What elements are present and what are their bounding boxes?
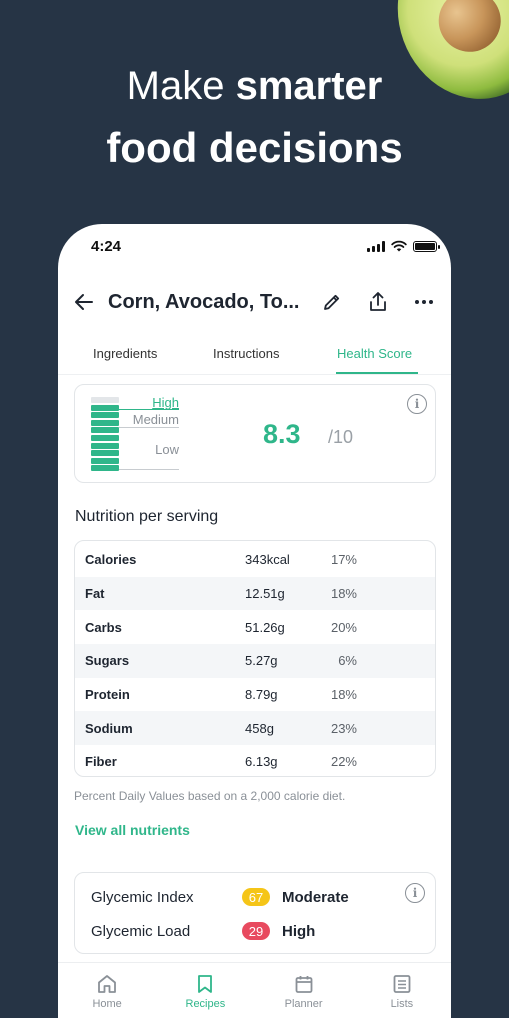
tabs-divider: [58, 374, 451, 375]
gauge-label-medium: Medium: [132, 412, 179, 427]
bookmark-icon: [198, 975, 213, 993]
nutrient-percent: 23%: [330, 720, 357, 736]
phone-screen: 4:24 Corn, Avocado, To...: [58, 224, 451, 1018]
tab-planner-label: Planner: [284, 998, 323, 1010]
health-score-max: /10: [328, 427, 354, 447]
list-icon: [393, 975, 411, 993]
glycemic-card: Glycemic Index 67 Moderate Glycemic Load…: [74, 872, 436, 954]
glycemic-load-label: Glycemic Load: [91, 922, 191, 940]
nutrient-name: Fiber: [85, 754, 117, 770]
nutrient-percent: 18%: [330, 687, 357, 703]
nutrition-row: Protein 8.79g 18%: [75, 678, 435, 712]
headline-bold-text: smarter: [235, 64, 383, 108]
nutrient-name: Carbs: [85, 619, 122, 635]
nutrition-title: Nutrition per serving: [75, 508, 219, 525]
gauge-label-low: Low: [155, 442, 179, 457]
nutrient-value: 8.79g: [245, 687, 278, 703]
headline-line-1: Make smarter: [0, 60, 509, 112]
status-time: 4:24: [91, 237, 122, 255]
tab-lists-label: Lists: [390, 998, 414, 1010]
pencil-icon: [324, 294, 340, 310]
nutrient-name: Sugars: [85, 653, 130, 669]
nutrient-name: Protein: [85, 687, 130, 703]
tab-health-score[interactable]: Health Score: [337, 346, 413, 361]
tab-ingredients[interactable]: Ingredients: [93, 346, 158, 361]
view-all-nutrients-link[interactable]: View all nutrients: [75, 822, 190, 838]
status-bar: 4:24: [58, 224, 451, 268]
bottom-tab-bar: Home Recipes Planner Lists: [58, 962, 451, 1018]
nutrient-percent: 6%: [338, 653, 357, 669]
wifi-icon: [391, 240, 407, 252]
tab-planner[interactable]: Planner: [255, 963, 353, 1018]
headline-light-text: Make: [126, 64, 225, 108]
health-score-gauge: [91, 397, 119, 473]
recipe-title: Corn, Avocado, To...: [108, 290, 300, 313]
status-icons: [367, 240, 440, 252]
nutrient-percent: 17%: [330, 552, 357, 568]
nutrient-value: 6.13g: [245, 754, 278, 770]
nutrient-value: 343kcal: [245, 552, 290, 568]
glycemic-load-badge: 29: [242, 922, 270, 940]
back-button[interactable]: [72, 290, 96, 314]
gauge-label-high: High: [152, 395, 179, 410]
edit-button[interactable]: [320, 290, 344, 314]
daily-values-footnote: Percent Daily Values based on a 2,000 ca…: [74, 789, 346, 803]
tab-home-label: Home: [92, 998, 122, 1010]
glycemic-load-text: High: [282, 922, 316, 940]
headline: Make smarter food decisions: [0, 60, 509, 178]
recipe-header: Corn, Avocado, To...: [58, 282, 451, 322]
glycemic-index-text: Moderate: [282, 888, 349, 906]
nutrition-row: Calories 343kcal 17%: [75, 543, 435, 577]
glycemic-index-row: Glycemic Index 67 Moderate: [91, 885, 349, 909]
nutrition-row: Fiber 6.13g 22%: [75, 745, 435, 779]
nutrient-value: 51.26g: [245, 619, 285, 635]
tab-recipes-label: Recipes: [185, 998, 226, 1010]
nutrient-value: 5.27g: [245, 653, 278, 669]
info-icon[interactable]: i: [405, 883, 425, 903]
nutrient-value: 458g: [245, 720, 274, 736]
info-icon[interactable]: i: [407, 394, 427, 414]
nutrition-table: Calories 343kcal 17% Fat 12.51g 18% Carb…: [74, 540, 436, 777]
active-tab-indicator: [336, 372, 418, 374]
signal-icon: [367, 240, 385, 252]
glycemic-load-row: Glycemic Load 29 High: [91, 919, 315, 943]
health-score-value: 8.3: [263, 419, 301, 449]
battery-icon: [413, 240, 440, 252]
more-dots-icon: [415, 300, 433, 304]
back-arrow-icon: [75, 294, 93, 310]
home-icon: [98, 975, 117, 993]
nutrition-row: Sugars 5.27g 6%: [75, 644, 435, 678]
recipe-tabs: Ingredients Instructions Health Score: [58, 336, 451, 374]
gauge-high-line: [119, 409, 179, 410]
gauge-medium-line: [119, 427, 179, 428]
nutrition-row: Sodium 458g 23%: [75, 711, 435, 746]
tab-lists[interactable]: Lists: [353, 963, 451, 1018]
avocado-pit: [429, 0, 509, 61]
nutrient-percent: 18%: [330, 586, 357, 602]
health-score-card: High Medium Low 8.3 /10 i: [74, 384, 436, 483]
nutrient-value: 12.51g: [245, 586, 285, 602]
glycemic-index-badge: 67: [242, 888, 270, 906]
nutrition-row: Carbs 51.26g 20%: [75, 610, 435, 644]
more-button[interactable]: [412, 290, 436, 314]
nutrient-name: Sodium: [85, 720, 133, 736]
headline-line-2: food decisions: [106, 124, 403, 171]
share-icon: [370, 292, 386, 311]
tab-recipes[interactable]: Recipes: [156, 963, 254, 1018]
glycemic-index-label: Glycemic Index: [91, 888, 194, 906]
nutrient-name: Fat: [85, 586, 105, 602]
tab-home[interactable]: Home: [58, 963, 156, 1018]
gauge-low-line: [119, 469, 179, 470]
share-button[interactable]: [366, 290, 390, 314]
tab-instructions[interactable]: Instructions: [213, 346, 280, 361]
nutrient-percent: 20%: [330, 619, 357, 635]
nutrient-name: Calories: [85, 552, 137, 568]
calendar-icon: [295, 976, 313, 993]
nutrient-percent: 22%: [330, 754, 357, 770]
nutrition-row: Fat 12.51g 18%: [75, 576, 435, 611]
